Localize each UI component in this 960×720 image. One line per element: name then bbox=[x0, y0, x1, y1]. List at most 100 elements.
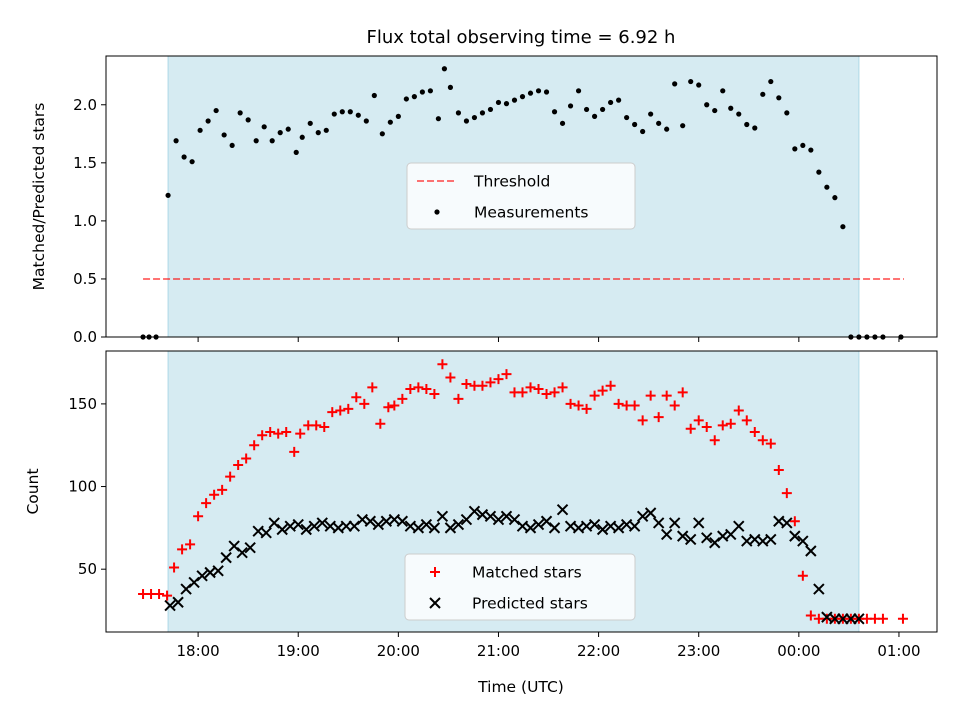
matched-star-point bbox=[661, 390, 672, 401]
measurement-point bbox=[261, 124, 267, 130]
predicted-star-point bbox=[805, 545, 817, 557]
predicted-star-point bbox=[300, 523, 312, 536]
matched-star-point bbox=[327, 407, 338, 418]
matched-star-point bbox=[701, 422, 712, 433]
matched-star-point bbox=[162, 590, 173, 601]
measurement-point bbox=[253, 138, 259, 144]
matched-star-point bbox=[169, 562, 180, 573]
matched-star-point bbox=[413, 382, 424, 393]
matched-star-point bbox=[295, 428, 306, 439]
measurement-point bbox=[688, 78, 694, 85]
matched-star-point bbox=[653, 412, 664, 423]
predicted-star-point bbox=[765, 533, 777, 546]
predicted-star-point bbox=[492, 513, 505, 526]
matched-star-point bbox=[877, 613, 888, 624]
matched-star-point bbox=[629, 400, 640, 411]
measurement-point bbox=[197, 127, 203, 133]
measurement-point bbox=[307, 120, 313, 126]
measurement-point bbox=[559, 120, 566, 126]
measurement-point bbox=[293, 149, 299, 155]
predicted-star-point bbox=[412, 522, 425, 534]
matched-star-point bbox=[717, 420, 728, 431]
predicted-star-point bbox=[164, 599, 176, 612]
measurement-point bbox=[379, 131, 385, 137]
x-tick-label: 21:00 bbox=[477, 642, 520, 660]
top-y-axis-label: Matched/Predicted stars bbox=[30, 103, 48, 291]
measurement-point bbox=[696, 82, 702, 88]
matched-star-point bbox=[693, 415, 704, 426]
x-tick-label: 18:00 bbox=[176, 642, 219, 660]
measurement-point bbox=[527, 90, 534, 96]
predicted-star-point bbox=[292, 518, 304, 531]
chart-title: Flux total observing time = 6.92 h bbox=[367, 27, 676, 48]
matched-star-point bbox=[805, 610, 816, 621]
predicted-star-point bbox=[196, 570, 208, 582]
series-predicted-stars bbox=[164, 503, 865, 625]
predicted-star-point bbox=[396, 515, 409, 527]
predicted-star-point bbox=[372, 518, 385, 531]
measurement-point bbox=[599, 106, 606, 113]
measurement-point bbox=[624, 114, 630, 121]
matched-star-point bbox=[281, 426, 292, 437]
matched-star-point bbox=[597, 385, 608, 396]
measurement-point bbox=[519, 94, 526, 100]
matched-star-point bbox=[249, 440, 260, 451]
measurement-point bbox=[479, 110, 486, 116]
measurement-point bbox=[277, 130, 283, 136]
y-tick-label: 100 bbox=[68, 478, 97, 496]
matched-star-point bbox=[397, 393, 408, 404]
measurement-point bbox=[648, 111, 654, 117]
matched-star-point bbox=[557, 382, 568, 393]
matched-star-point bbox=[154, 588, 165, 599]
matched-star-point bbox=[725, 418, 736, 429]
matched-star-point bbox=[383, 402, 394, 413]
measurement-point bbox=[229, 142, 235, 149]
matched-star-point bbox=[797, 570, 808, 581]
predicted-star-point bbox=[596, 523, 609, 536]
predicted-star-point bbox=[660, 528, 673, 541]
matched-star-point bbox=[709, 435, 720, 446]
predicted-star-point bbox=[212, 565, 224, 577]
measurement-point bbox=[463, 118, 470, 124]
predicted-star-point bbox=[316, 517, 328, 529]
measurement-point bbox=[824, 184, 830, 190]
matched-star-point bbox=[265, 426, 276, 437]
measurement-point bbox=[487, 106, 494, 113]
matched-star-point bbox=[225, 471, 236, 482]
measurement-point bbox=[355, 112, 361, 118]
matched-star-point bbox=[209, 489, 220, 500]
bottom-y-axis-label: Count bbox=[24, 468, 42, 514]
matched-star-point bbox=[525, 382, 536, 393]
predicted-star-point bbox=[532, 518, 545, 531]
matched-star-point bbox=[289, 446, 300, 457]
matched-star-point bbox=[193, 511, 204, 522]
y-tick-label: 1.0 bbox=[73, 212, 97, 230]
predicted-star-point bbox=[644, 507, 657, 519]
matched-star-point bbox=[781, 488, 792, 499]
predicted-star-point bbox=[813, 583, 825, 595]
matched-star-point bbox=[533, 384, 544, 395]
measurement-point bbox=[189, 159, 195, 165]
x-tick-label: 22:00 bbox=[577, 642, 620, 660]
measurement-point bbox=[285, 126, 291, 132]
measurement-point bbox=[776, 95, 782, 101]
matched-star-point bbox=[485, 377, 496, 388]
matched-star-point bbox=[461, 379, 472, 390]
top-axes-frame bbox=[105, 55, 938, 338]
measurement-point bbox=[832, 195, 838, 201]
measurement-point bbox=[371, 92, 377, 99]
predicted-star-point bbox=[468, 505, 481, 518]
measurement-point bbox=[269, 138, 275, 144]
measurement-point bbox=[315, 130, 321, 136]
predicted-star-point bbox=[500, 510, 513, 523]
measurement-point bbox=[245, 117, 251, 123]
predicted-star-point bbox=[556, 503, 569, 516]
predicted-star-point bbox=[789, 530, 801, 542]
measurement-point bbox=[567, 103, 574, 109]
x-tick-label: 23:00 bbox=[677, 642, 720, 660]
predicted-star-point bbox=[588, 518, 601, 531]
matched-star-point bbox=[669, 400, 680, 411]
predicted-star-point bbox=[652, 517, 665, 529]
matched-star-point bbox=[565, 398, 576, 409]
